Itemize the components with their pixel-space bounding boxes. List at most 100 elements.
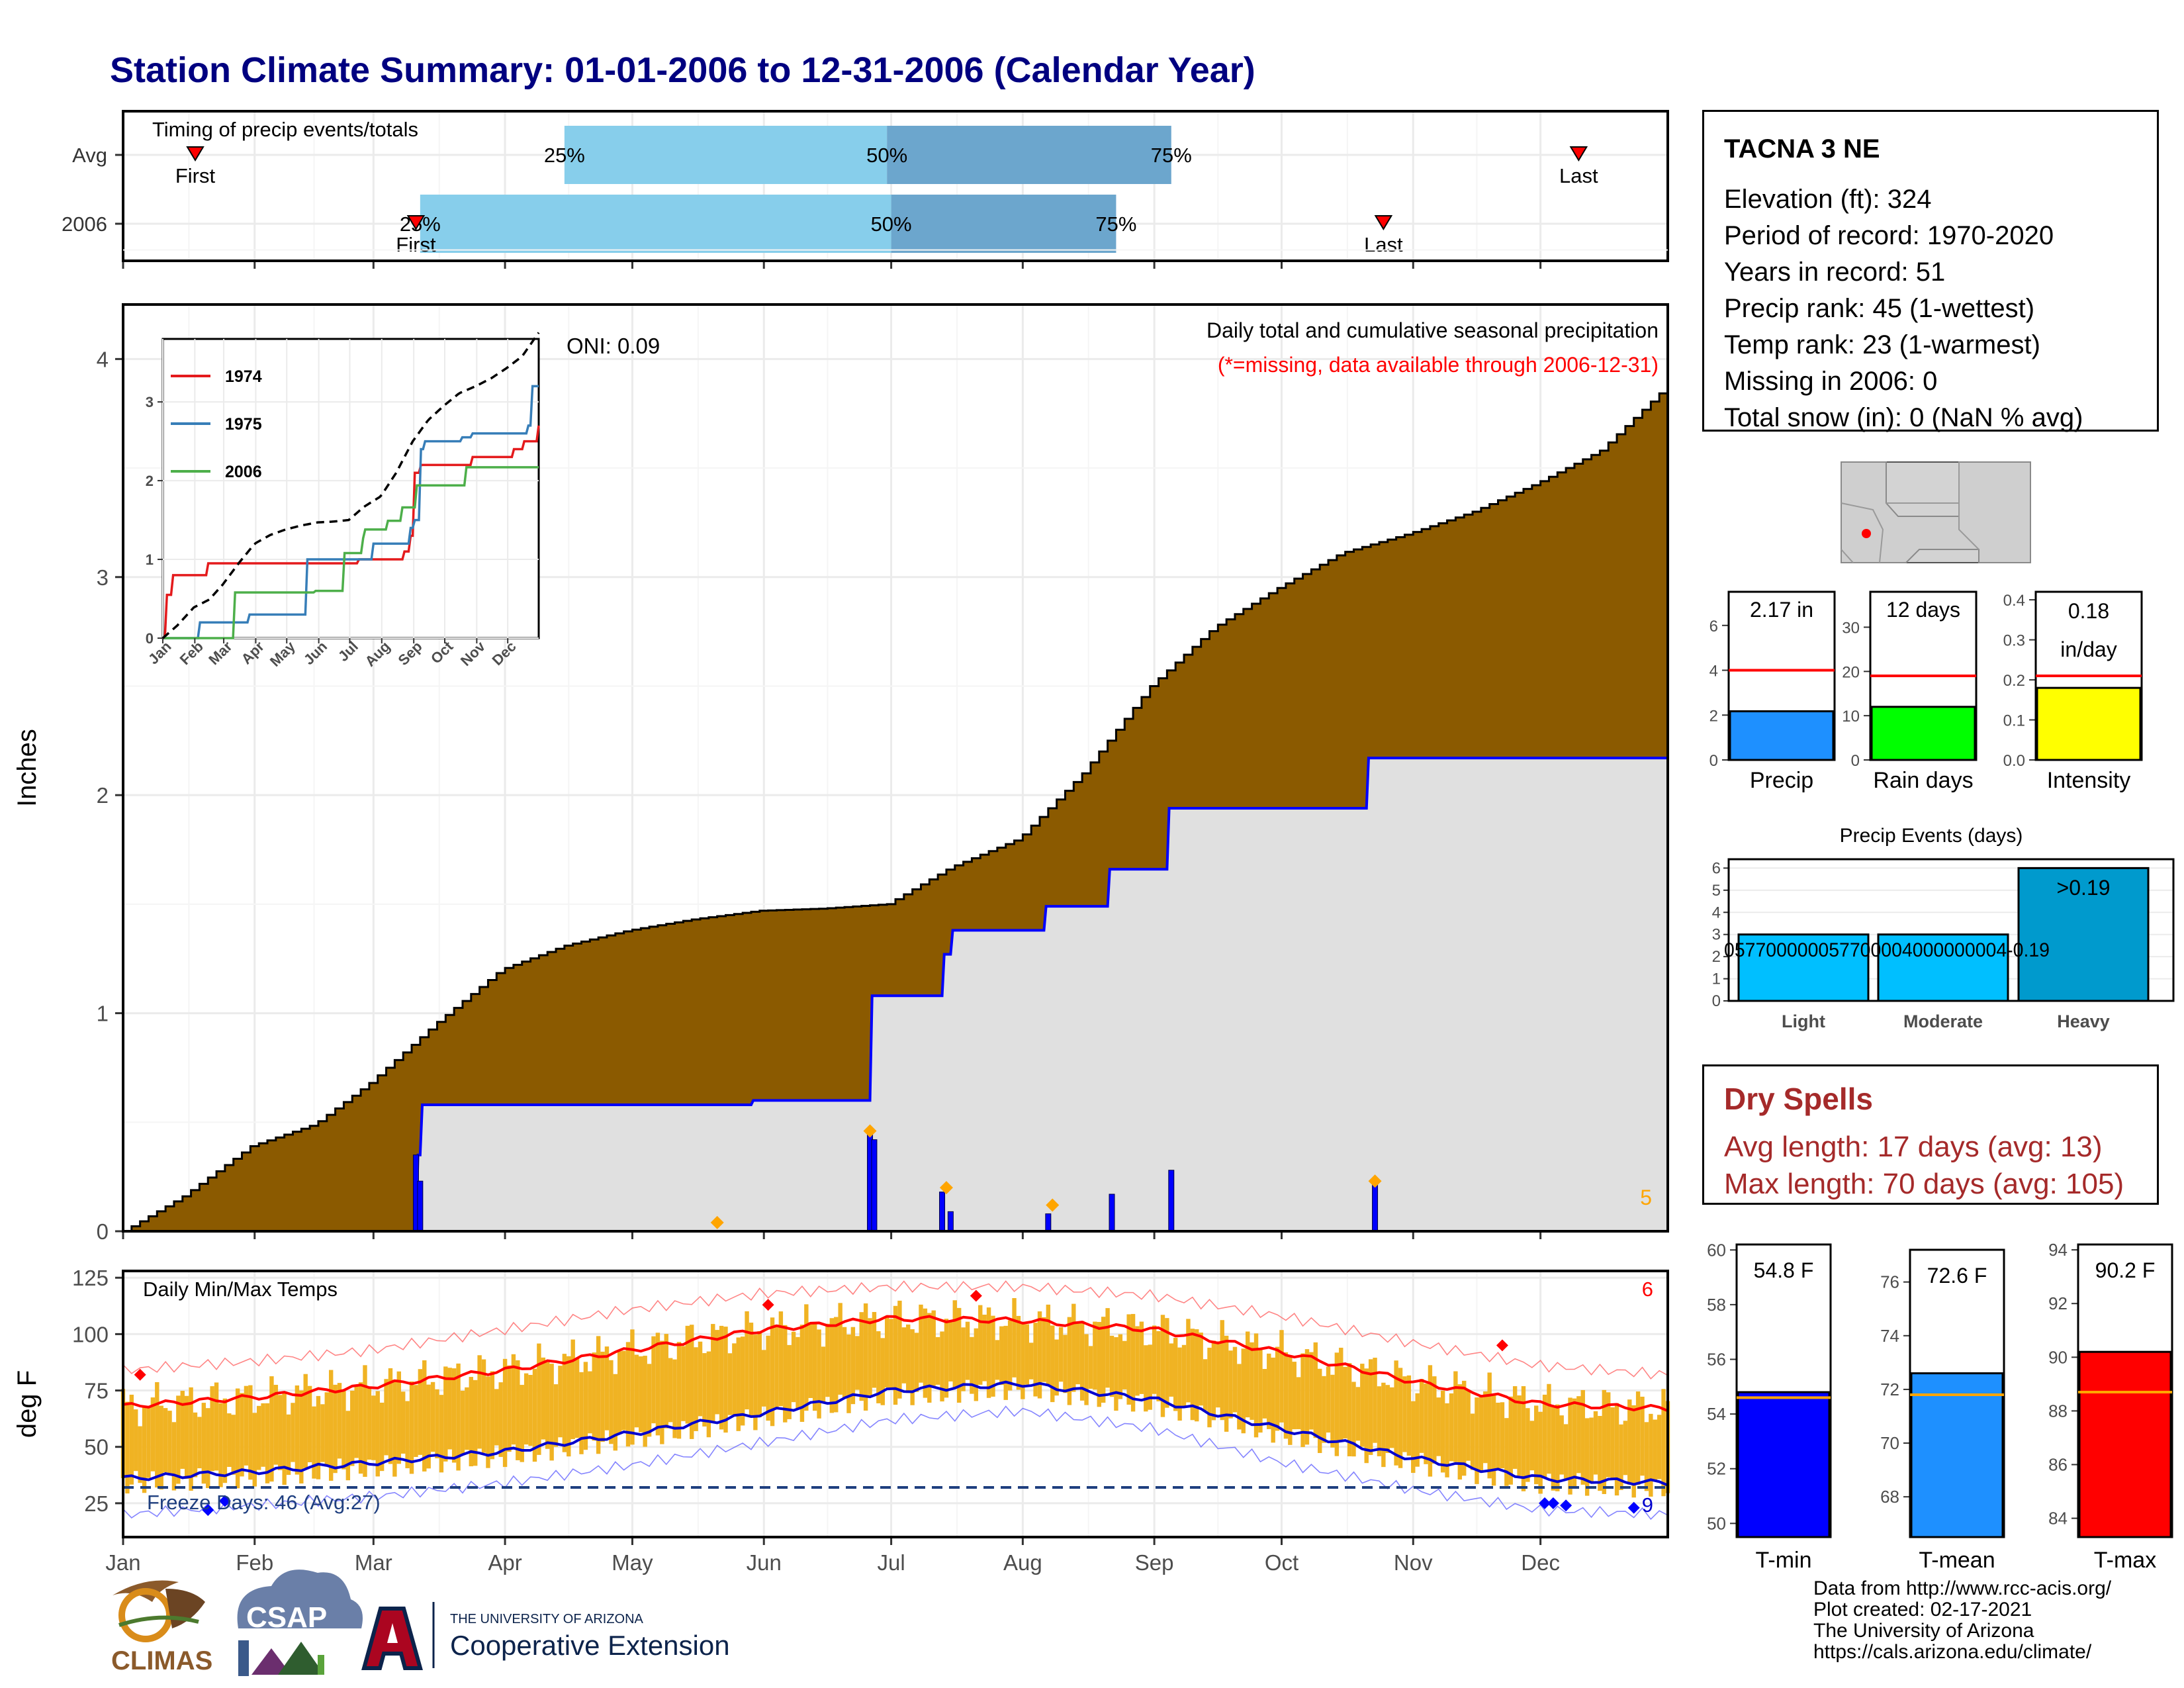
station-location-marker	[1862, 529, 1871, 538]
daily-temp-bar	[498, 1382, 503, 1457]
daily-temp-bar	[842, 1327, 847, 1399]
temp-summary-name: T-max	[2094, 1548, 2156, 1573]
temp-y-tick-label: 125	[72, 1266, 109, 1290]
daily-temp-bar	[422, 1360, 427, 1472]
daily-temp-bar	[970, 1336, 974, 1394]
daily-temp-bar	[596, 1336, 601, 1454]
daily-temp-bar	[952, 1300, 957, 1389]
daily-temp-bar	[1368, 1359, 1373, 1455]
daily-temp-bar	[1589, 1417, 1594, 1482]
daily-temp-bar	[1313, 1342, 1318, 1438]
precip-event-marker	[1046, 1198, 1060, 1212]
inset-series-1975	[163, 385, 539, 639]
daily-temp-bar	[574, 1358, 580, 1438]
daily-temp-bar	[1003, 1325, 1008, 1400]
daily-temp-bar	[307, 1385, 312, 1463]
daily-temp-bar	[180, 1391, 185, 1469]
temp-summary-value-label: 54.8 F	[1754, 1258, 1814, 1282]
daily-temp-bar	[927, 1313, 932, 1403]
daily-temp-bar	[1007, 1320, 1013, 1391]
temp-summary-y-tick-label: 90	[2048, 1347, 2068, 1367]
daily-temp-bar	[1262, 1369, 1267, 1419]
temp-summary-y-tick-label: 60	[1707, 1240, 1726, 1260]
daily-temp-bar	[1635, 1391, 1641, 1485]
daily-temp-bar	[778, 1311, 784, 1407]
daily-temp-bar	[1024, 1324, 1029, 1385]
small-bar-y-tick-label: 20	[1842, 663, 1860, 681]
daily-temp-bar	[1126, 1314, 1131, 1405]
info-line: Missing in 2006: 0	[1724, 367, 1938, 396]
daily-temp-bar	[1364, 1368, 1369, 1464]
record-high-marker	[134, 1368, 146, 1381]
info-line: Temp rank: 23 (1-warmest)	[1724, 330, 2040, 359]
footer-line: Plot created: 02-17-2021	[1813, 1599, 2032, 1620]
daily-temp-bar	[914, 1333, 919, 1392]
precip-y-tick-label: 2	[97, 783, 109, 808]
daily-temp-bar	[1606, 1392, 1611, 1477]
daily-temp-bar	[625, 1342, 631, 1447]
daily-temp-bar	[944, 1319, 949, 1398]
daily-temp-bar	[770, 1317, 775, 1427]
daily-temp-bar	[1432, 1376, 1437, 1464]
temp-summary-name: T-mean	[1919, 1548, 1995, 1573]
daily-temp-bar	[333, 1384, 338, 1474]
daily-temp-bar	[1283, 1352, 1289, 1439]
timing-last-label: Last	[1559, 164, 1598, 187]
daily-temp-bar	[295, 1385, 300, 1475]
daily-temp-bar	[396, 1371, 401, 1464]
daily-temp-bar	[600, 1351, 605, 1442]
daily-temp-bar	[206, 1408, 210, 1488]
daily-temp-bar	[621, 1350, 626, 1430]
daily-temp-bar	[1105, 1308, 1110, 1388]
daily-temp-bar	[231, 1415, 236, 1475]
daily-temp-bar	[1300, 1353, 1305, 1447]
daily-temp-bar	[414, 1385, 418, 1458]
daily-temp-bar	[698, 1341, 703, 1417]
small-bar-value	[1870, 706, 1976, 761]
daily-temp-bar	[740, 1336, 745, 1426]
daily-temp-bar	[1449, 1393, 1454, 1462]
daily-temp-bar	[465, 1387, 469, 1450]
daily-temp-bar	[481, 1359, 486, 1453]
daily-temp-bar	[1598, 1416, 1602, 1491]
daily-temp-bar	[1517, 1395, 1522, 1476]
daily-temp-bar	[829, 1318, 835, 1413]
inset-legend-label: 2006	[225, 463, 262, 481]
record-low-marker	[1547, 1497, 1559, 1509]
daily-temp-bar	[664, 1334, 668, 1429]
daily-temp-bar	[405, 1401, 410, 1469]
daily-temp-bar	[1475, 1397, 1479, 1484]
small-bar-y-tick-label: 0	[1851, 752, 1860, 770]
daily-temp-bar	[227, 1413, 232, 1468]
daily-temp-bar	[1186, 1319, 1191, 1403]
precip-y-axis-label: Inches	[13, 729, 42, 807]
daily-temp-bar	[1021, 1323, 1025, 1399]
daily-temp-bar	[1160, 1315, 1165, 1417]
daily-temp-bar	[409, 1381, 414, 1474]
timing-last-marker	[1569, 146, 1588, 162]
timing-last-marker	[1374, 215, 1393, 230]
daily-temp-bar	[129, 1394, 134, 1485]
daily-temp-bar	[1118, 1334, 1123, 1399]
daily-temp-bar	[545, 1362, 550, 1449]
daily-temp-bar	[337, 1383, 342, 1459]
month-tick-label: Dec	[1521, 1550, 1560, 1575]
daily-temp-bar	[320, 1404, 325, 1462]
daily-temp-bar	[1042, 1317, 1046, 1382]
daily-temp-bar	[639, 1356, 643, 1432]
month-tick-label: Aug	[1003, 1550, 1042, 1575]
daily-temp-bar	[727, 1353, 733, 1415]
location-map	[1841, 461, 2031, 563]
daily-temp-bar	[1109, 1335, 1115, 1397]
daily-temp-bar	[1351, 1382, 1356, 1457]
daily-temp-bar	[354, 1385, 359, 1458]
daily-temp-bar	[240, 1393, 244, 1477]
timing-p50-label: 50%	[866, 144, 907, 167]
daily-temp-bar	[808, 1322, 813, 1398]
daily-temp-bar	[473, 1380, 478, 1466]
daily-temp-bar	[469, 1377, 473, 1467]
temp-summary-bar	[2078, 1350, 2172, 1538]
daily-temp-bar	[430, 1382, 435, 1452]
daily-temp-bar	[732, 1343, 737, 1415]
